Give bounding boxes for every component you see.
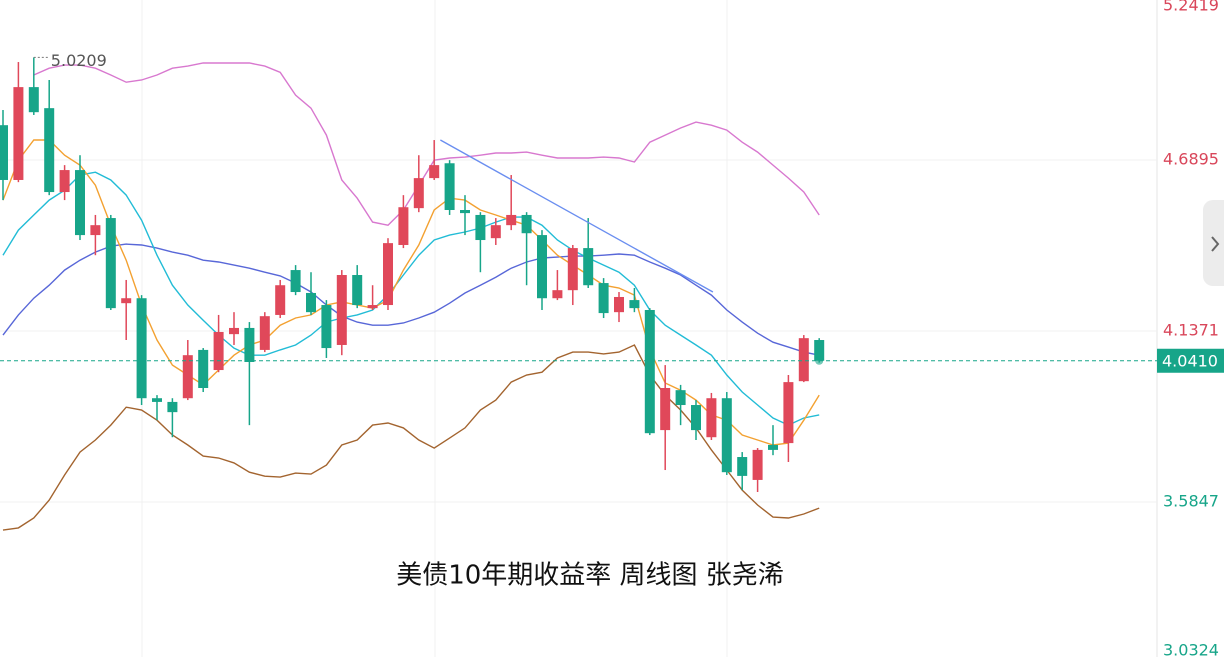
candle-body — [90, 225, 101, 236]
y-tick-label: 3.0324 — [1163, 641, 1219, 657]
side-button-bg[interactable] — [1203, 200, 1224, 286]
candle-body — [229, 327, 239, 335]
candle-body — [259, 316, 270, 350]
candle-body — [552, 290, 563, 299]
indicator-line — [2, 243, 820, 356]
candle-body — [121, 298, 132, 304]
candle-body — [521, 214, 532, 234]
candle-body — [398, 207, 409, 245]
y-tick-label: 5.2419 — [1163, 0, 1219, 15]
candle-body — [490, 225, 501, 239]
chart-caption: 美债10年期收益率 周线图 张尧浠 — [396, 561, 784, 591]
candle-body — [783, 382, 794, 444]
candle-body — [383, 243, 393, 306]
candle-body — [0, 125, 8, 180]
candle-body — [13, 87, 24, 180]
candle-body — [105, 218, 116, 309]
candle-body — [275, 285, 286, 315]
candle-body — [706, 398, 717, 438]
annotation-label: 5.0209 — [51, 51, 107, 70]
trend-line — [440, 139, 714, 293]
candle-body — [768, 444, 778, 450]
candle-body — [460, 210, 470, 214]
plot-area: 5.0209 — [0, 51, 1157, 531]
candle-body — [629, 300, 640, 309]
candle-body — [675, 390, 686, 406]
candle-body — [737, 457, 748, 476]
chevron-icon[interactable] — [1211, 236, 1220, 252]
candle-body — [244, 327, 255, 362]
candle-body — [336, 275, 347, 345]
last-price-label: 4.0410 — [1162, 351, 1218, 370]
candle-body — [28, 87, 39, 113]
candle-body — [306, 292, 316, 313]
candle-body — [44, 108, 55, 193]
indicator-line — [33, 62, 820, 226]
y-tick-label: 3.5847 — [1163, 492, 1219, 511]
candle-body — [798, 338, 809, 382]
candle-body — [352, 275, 363, 306]
candle-body — [444, 163, 455, 211]
candle-body — [198, 349, 209, 388]
candle-body — [367, 305, 378, 309]
candle-body — [136, 298, 147, 399]
candle-body — [721, 398, 732, 473]
candle-body — [598, 283, 609, 314]
candle-body — [614, 296, 624, 313]
candle-body — [213, 331, 224, 371]
candle-body — [182, 355, 193, 399]
y-tick-label: 4.6895 — [1163, 150, 1219, 169]
candle-body — [506, 214, 517, 226]
candle-body — [413, 178, 424, 209]
price-axis: 5.2419 4.6895 4.1371 3.5847 3.0324 4.0410 — [1157, 0, 1224, 657]
candle-body — [167, 401, 178, 413]
candle-body — [152, 398, 162, 402]
indicator-line — [2, 139, 820, 446]
candle-body — [475, 214, 486, 241]
candle-body — [75, 170, 85, 236]
last-price-dot — [815, 356, 824, 365]
side-button[interactable] — [1203, 200, 1224, 286]
candle-body — [321, 305, 332, 349]
candle-body — [644, 309, 655, 434]
candle-body — [814, 340, 825, 361]
candle-body — [537, 235, 547, 299]
candle-body — [567, 248, 578, 291]
indicator-line — [2, 344, 820, 531]
candle-body — [59, 170, 70, 193]
candle-body — [429, 165, 440, 179]
candle-body — [290, 270, 301, 293]
candle-body — [660, 387, 671, 431]
candle-body — [691, 405, 701, 431]
last-price-tag — [1157, 348, 1224, 373]
y-tick-label: 4.1371 — [1163, 321, 1219, 340]
indicator-line — [2, 171, 820, 426]
candle-body — [752, 449, 763, 480]
candle-body — [583, 248, 594, 286]
